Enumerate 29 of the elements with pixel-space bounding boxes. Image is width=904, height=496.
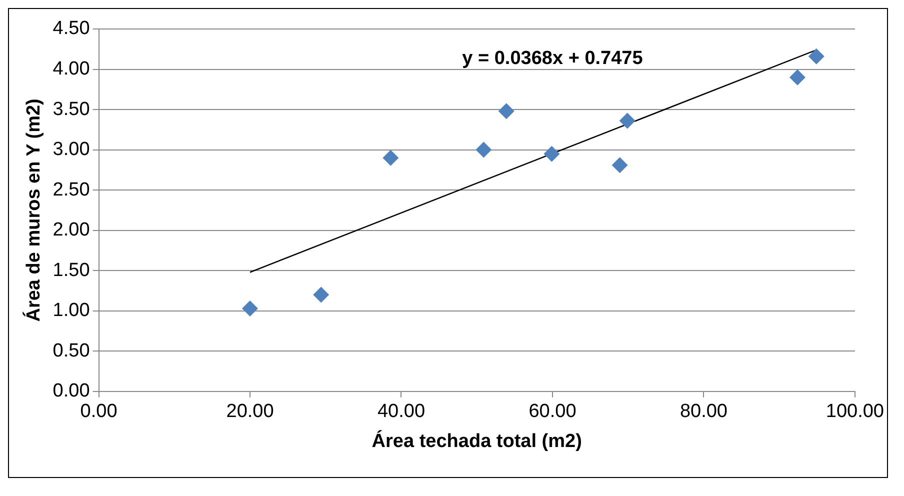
annotation: y = 0.0368x + 0.7475 [462,48,644,70]
x-tick-label: 60.00 [528,401,576,422]
y-tick-label: 4.00 [52,58,90,80]
y-tick-label: 2.50 [52,179,90,200]
x-tick-label: 80.00 [680,401,728,422]
y-axis-title: Área de muros en Y (m2) [22,98,45,322]
point [808,48,824,64]
y-tick-label: 1.50 [52,260,90,281]
y-tick-label: 3.00 [52,139,90,160]
point [619,112,636,129]
x-tick-label: 100.00 [826,401,884,422]
x-tick-label: 0.00 [80,401,118,422]
y-tick-label: 0.00 [52,380,90,402]
point [789,69,806,86]
y-tick-label: 4.50 [52,18,90,40]
x-axis-title: Área techada total (m2) [372,430,582,452]
point [242,300,258,316]
x-tick-label: 20.00 [226,401,274,422]
point [544,146,560,162]
point [612,157,628,174]
point [313,286,330,303]
x-tick-label: 40.00 [377,401,426,422]
y-tick-label: 0.50 [52,340,90,362]
point [498,103,514,120]
point [476,142,492,158]
point [382,150,399,166]
y-tick-label: 3.50 [52,98,90,120]
y-tick-label: 1.00 [52,300,90,322]
y-tick-label: 2.00 [52,220,90,241]
